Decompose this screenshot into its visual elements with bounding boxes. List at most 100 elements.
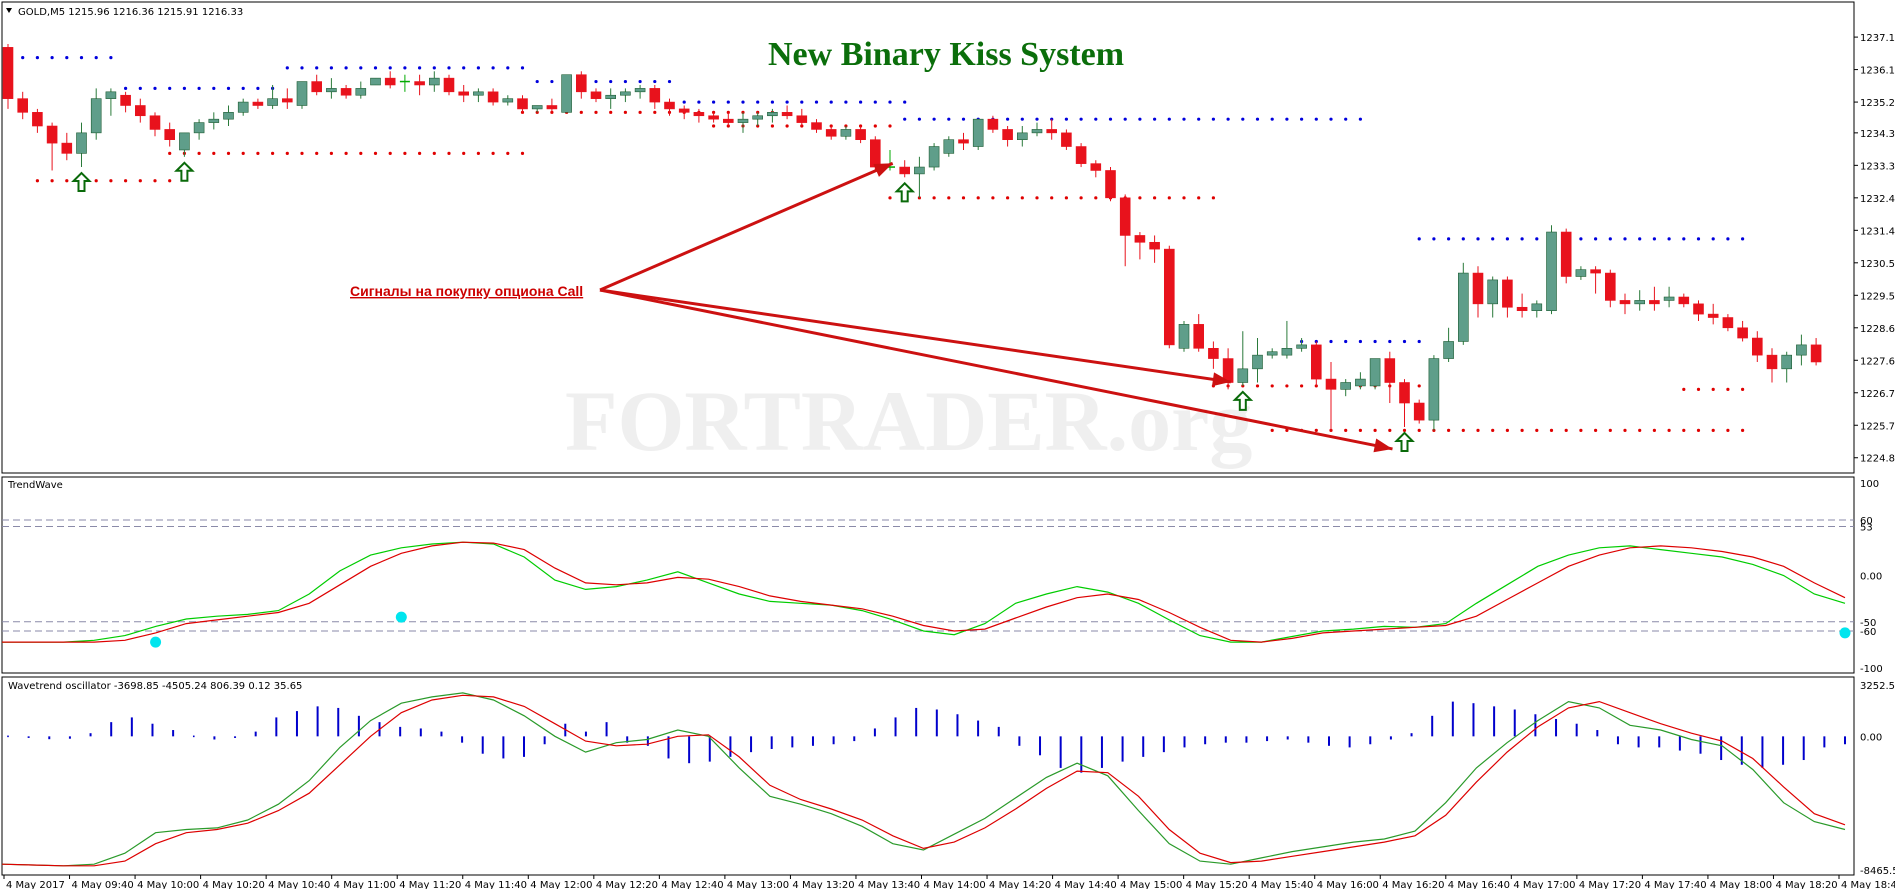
support-dot-red — [50, 179, 54, 183]
support-dot-blue — [726, 100, 730, 104]
wavetrend-y-tick-label: -8465.59 — [1860, 866, 1895, 877]
candle-body — [208, 118, 220, 123]
wavetrend-red-line — [1, 694, 1846, 867]
buy-signal-arrow-icon — [894, 181, 916, 203]
support-dot-blue — [1270, 117, 1274, 121]
candle-body — [678, 108, 690, 113]
support-dot-red — [1696, 428, 1701, 432]
candle-body — [32, 112, 43, 127]
x-tick-label: 4 May 16:20 — [1382, 880, 1444, 889]
candle-body — [326, 88, 337, 93]
candle-body — [1281, 348, 1293, 356]
support-dot-blue — [1285, 117, 1289, 121]
wavetrend-green-line — [1, 692, 1846, 867]
support-dot-blue — [373, 66, 378, 70]
buy-signal-arrow-icon — [173, 161, 195, 182]
support-dot-red — [623, 110, 628, 114]
y-tick-label: 1224.80 — [1860, 454, 1895, 465]
support-dot-blue — [1094, 117, 1098, 121]
support-dot-blue — [1108, 117, 1113, 121]
annotation-pointer-head — [1211, 372, 1231, 387]
support-dot-blue — [94, 56, 98, 60]
candle-body — [1413, 402, 1425, 421]
wavetrend-histogram-bar — [192, 735, 195, 738]
support-dot-red — [1270, 384, 1274, 388]
support-dot-blue — [491, 66, 495, 70]
x-tick-label: 4 May 14:20 — [989, 880, 1051, 889]
candle-body — [796, 115, 808, 123]
support-dot-blue — [1638, 237, 1642, 241]
y-tick-label: 1236.15 — [1860, 66, 1895, 77]
support-dot-blue — [1138, 117, 1142, 121]
candle-body — [546, 105, 558, 110]
candle-body — [1046, 129, 1057, 134]
x-tick-label: 4 May 11:40 — [465, 880, 527, 889]
support-dot-blue — [1682, 237, 1686, 241]
candle-body — [237, 101, 249, 113]
y-tick-label: 1237.10 — [1860, 33, 1895, 44]
wavetrend-y-tick-label: 3252.51 — [1860, 681, 1895, 692]
candle-body — [1149, 241, 1160, 250]
header-triangle-icon[interactable] — [6, 8, 12, 13]
support-dot-red — [1535, 428, 1539, 432]
candle-body — [76, 132, 87, 154]
support-dot-red — [1417, 384, 1421, 388]
y-tick-label: 1234.30 — [1860, 129, 1895, 140]
support-dot-red — [285, 151, 289, 155]
support-dot-blue — [1167, 117, 1171, 121]
support-dot-red — [1300, 384, 1304, 388]
support-dot-red — [1255, 384, 1260, 388]
y-tick-label: 1226.70 — [1860, 389, 1895, 400]
trendwave-label: TrendWave — [7, 480, 63, 491]
support-dot-blue — [1417, 339, 1421, 344]
support-dot-blue — [1417, 237, 1421, 241]
trendwave-y-tick-label: -100 — [1860, 664, 1883, 675]
support-dot-red — [256, 151, 260, 155]
support-dot-red — [315, 151, 319, 155]
support-dot-red — [1079, 196, 1083, 200]
candle-body — [664, 101, 675, 110]
symbol-header: GOLD,M5 1215.96 1216.36 1215.91 1216.33 — [18, 7, 243, 18]
support-dot-red — [418, 151, 422, 155]
candle-body — [1399, 382, 1410, 404]
candle-body — [2, 47, 14, 99]
candle-body — [355, 88, 367, 96]
support-dot-red — [653, 110, 657, 114]
candle-body — [1193, 324, 1204, 349]
trendwave-y-tick-label: 60 — [1860, 516, 1873, 527]
candle-body — [1369, 358, 1381, 387]
support-dot-blue — [829, 100, 833, 104]
support-dot-blue — [1696, 237, 1701, 241]
support-dot-blue — [182, 86, 186, 90]
candle-body — [384, 77, 396, 86]
support-dot-red — [1741, 387, 1745, 391]
y-tick-label: 1227.65 — [1860, 356, 1895, 367]
support-dot-blue — [961, 117, 966, 121]
support-dot-blue — [609, 79, 613, 84]
candle-body — [958, 139, 969, 144]
wavetrend-label: Wavetrend oscillator -3698.85 -4505.24 8… — [8, 681, 302, 692]
support-dot-blue — [256, 86, 260, 90]
x-tick-label: 4 May 15:20 — [1186, 880, 1248, 889]
y-tick-label: 1228.60 — [1860, 324, 1895, 335]
support-dot-red — [1682, 428, 1686, 432]
support-dot-red — [1667, 428, 1671, 432]
candle-body — [825, 129, 837, 137]
support-dot-red — [873, 124, 877, 128]
candle-body — [1428, 358, 1440, 421]
candle-body — [105, 91, 117, 99]
support-dot-red — [1344, 428, 1348, 432]
x-tick-label: 4 May 15:00 — [1120, 880, 1182, 889]
buy-signal-arrow-icon — [71, 171, 92, 193]
main-panel-frame — [1, 1, 1855, 474]
candle-body — [605, 94, 617, 99]
support-dot-red — [1491, 428, 1495, 432]
support-dot-blue — [109, 56, 113, 60]
candle-body — [281, 98, 293, 103]
support-dot-blue — [638, 79, 642, 84]
candle-body — [1605, 272, 1616, 301]
support-dot-blue — [1300, 117, 1304, 121]
support-dot-red — [1461, 428, 1465, 432]
candle-body — [1355, 378, 1366, 387]
support-dot-red — [1167, 196, 1171, 200]
